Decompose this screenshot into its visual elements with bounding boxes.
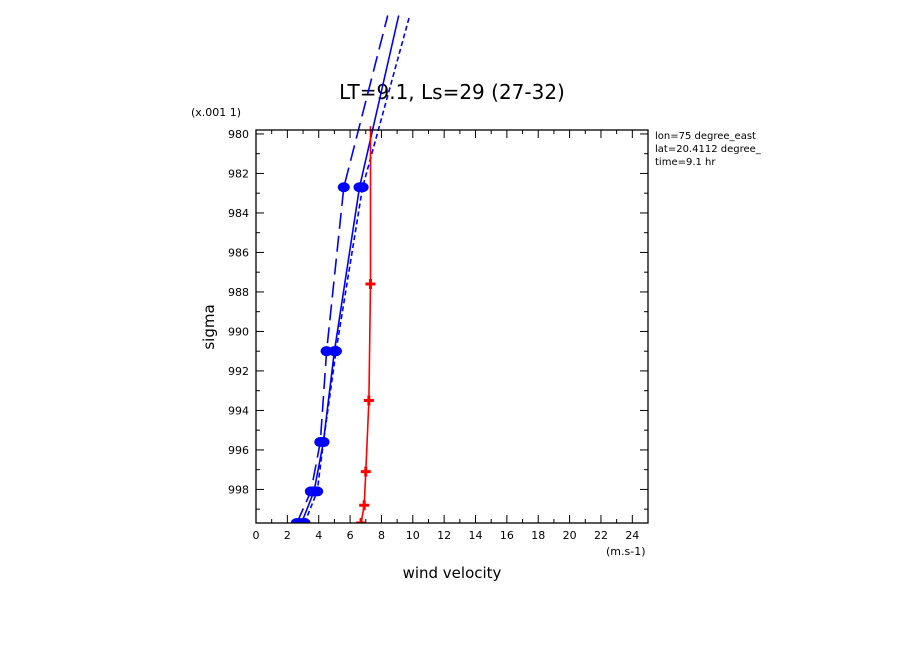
series-marker [311,486,324,497]
y-axis-label: sigma [200,304,218,349]
series-marker [337,182,350,193]
x-tick-label: 24 [625,529,639,542]
x-tick-label: 16 [500,529,514,542]
y-tick-label: 986 [228,246,249,259]
series-marker [359,500,370,511]
y-scale-label: (x.001 1) [191,106,241,119]
x-axis-label: wind velocity [403,564,502,582]
chart-title: LT=9.1, Ls=29 (27-32) [339,80,565,104]
x-tick-label: 4 [315,529,322,542]
annotation-lat: lat=20.4112 degree_ [655,144,762,155]
x-tick-label: 2 [284,529,291,542]
series-marker [365,279,376,290]
plot-frame [255,129,649,524]
y-tick-label: 980 [228,128,249,141]
x-unit-label: (m.s-1) [606,545,646,558]
x-tick-label: 20 [563,529,577,542]
annotation-lon: lon=75 degree_east [655,131,756,142]
series-marker [356,182,369,193]
series-marker [363,395,374,406]
y-tick-label: 998 [228,483,249,496]
y-tick-label: 994 [228,404,249,417]
x-tick-label: 0 [253,529,260,542]
series-marker [356,518,367,523]
series-marker [329,346,342,357]
annotation-time: time=9.1 hr [655,157,716,168]
x-tick-label: 18 [531,529,545,542]
y-tick-label: 982 [228,167,249,180]
x-tick-label: 14 [469,529,483,542]
series-line-1 [296,15,389,523]
y-tick-label: 992 [228,365,249,378]
series-marker [298,518,311,523]
series-marker [360,466,371,477]
y-tick-label: 988 [228,286,249,299]
axis-ticks: 0 2 4 6 8 10 12 14 16 18 20 22 249809829849869889909… [228,128,649,542]
y-tick-label: 984 [228,207,249,220]
series-marker [320,346,333,357]
x-tick-label: 6 [347,529,354,542]
x-tick-label: 8 [378,529,385,542]
y-tick-label: 990 [228,325,249,338]
x-tick-label: 10 [406,529,420,542]
x-tick-label: 12 [437,529,451,542]
series-marker [317,437,330,448]
series-layer [290,15,411,523]
y-tick-label: 996 [228,444,249,457]
x-tick-label: 22 [594,529,608,542]
